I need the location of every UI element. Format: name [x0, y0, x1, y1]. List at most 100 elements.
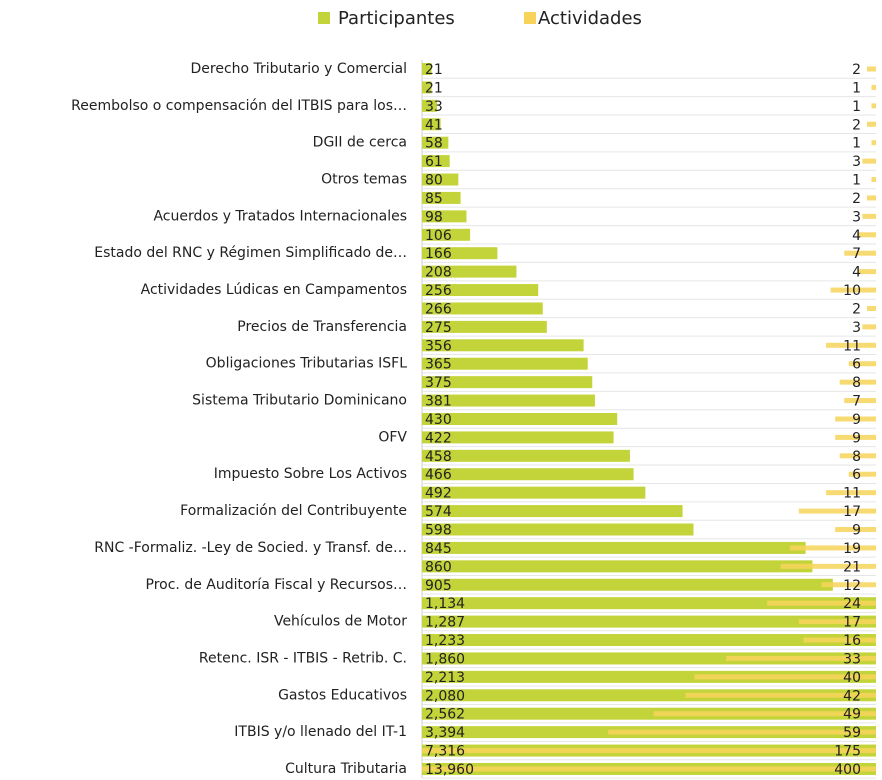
bar — [862, 213, 876, 219]
data-label: 106 — [425, 228, 452, 244]
data-label: 17 — [843, 504, 861, 520]
bar — [422, 155, 450, 168]
category-label: Actividades Lúdicas en Campamentos — [141, 282, 407, 298]
bar — [857, 269, 876, 275]
bar — [608, 729, 876, 735]
data-label: 208 — [425, 265, 452, 281]
bar — [422, 81, 432, 94]
legend-label: Actividades — [538, 8, 642, 29]
data-label: 7,316 — [425, 744, 465, 760]
bar — [826, 342, 876, 348]
bar — [422, 707, 876, 720]
category-label: ITBIS y/o llenado del IT-1 — [234, 724, 407, 740]
legend-swatch — [318, 12, 330, 24]
category-label: RNC -Formaliz. -Ley de Socied. y Transf.… — [94, 540, 407, 556]
data-label: 17 — [843, 615, 861, 631]
data-label: 266 — [425, 301, 452, 317]
bar — [866, 121, 876, 127]
bar — [803, 637, 876, 643]
bar — [871, 84, 876, 90]
data-label: 375 — [425, 375, 452, 391]
bar — [848, 361, 876, 367]
bar — [422, 247, 498, 260]
data-label: 598 — [425, 523, 452, 539]
plot-area — [422, 63, 876, 775]
data-label: 85 — [425, 191, 443, 207]
bar — [767, 600, 876, 606]
data-label: 49 — [843, 707, 861, 723]
data-label: 175 — [834, 744, 861, 760]
data-label: 1,287 — [425, 615, 465, 631]
data-label: 2 — [852, 301, 861, 317]
bar — [830, 287, 876, 293]
bar — [826, 490, 876, 496]
data-label: 1,233 — [425, 633, 465, 649]
data-label: 10 — [843, 283, 861, 299]
data-label: 24 — [843, 596, 861, 612]
data-label: 256 — [425, 283, 452, 299]
labels: Derecho Tributario y Comercial 21 221 1Reem… — [71, 61, 861, 778]
data-label: 13,960 — [425, 762, 474, 778]
bar — [422, 228, 471, 241]
data-label: 356 — [425, 338, 452, 354]
data-label: 16 — [843, 633, 861, 649]
row-grid — [421, 60, 876, 779]
data-label: 59 — [843, 725, 861, 741]
data-label: 6 — [852, 357, 861, 373]
data-label: 9 — [852, 430, 861, 446]
data-label: 905 — [425, 578, 452, 594]
bar — [422, 597, 876, 610]
data-label: 3,394 — [425, 725, 465, 741]
bar — [422, 320, 547, 333]
bar — [422, 523, 694, 536]
bar — [422, 136, 449, 149]
category-label: Impuesto Sobre Los Activos — [214, 466, 407, 482]
bar — [422, 689, 876, 702]
data-label: 9 — [852, 523, 861, 539]
bar — [835, 434, 876, 440]
bar — [422, 766, 876, 772]
category-label: Proc. de Auditoría Fiscal y Recursos… — [146, 577, 407, 593]
data-label: 1,860 — [425, 651, 465, 667]
data-label: 40 — [843, 670, 861, 686]
bar — [422, 615, 876, 628]
data-label: 3 — [852, 154, 861, 170]
bar — [798, 619, 876, 625]
bar — [862, 158, 876, 164]
data-label: 80 — [425, 173, 443, 189]
bar — [422, 173, 459, 186]
data-label: 1,134 — [425, 596, 465, 612]
data-label: 33 — [425, 99, 443, 115]
category-label: Vehículos de Motor — [274, 614, 407, 630]
data-label: 7 — [852, 246, 861, 262]
data-label: 21 — [843, 559, 861, 575]
category-label: Retenc. ISR - ITBIS - Retrib. C. — [199, 650, 407, 666]
category-label: Acuerdos y Tratados Internacionales — [153, 208, 407, 224]
data-label: 4 — [852, 265, 861, 281]
bar — [862, 324, 876, 330]
data-label: 430 — [425, 412, 452, 428]
bar — [422, 468, 634, 481]
category-label: OFV — [378, 429, 407, 445]
data-label: 98 — [425, 209, 443, 225]
data-label: 3 — [852, 320, 861, 336]
bar — [422, 486, 646, 499]
bar — [726, 655, 876, 661]
data-label: 58 — [425, 136, 443, 152]
bar — [848, 471, 876, 477]
data-label: 2,562 — [425, 707, 465, 723]
data-label: 6 — [852, 467, 861, 483]
data-label: 11 — [843, 486, 861, 502]
category-label: Estado del RNC y Régimen Simplificado de… — [94, 245, 407, 261]
data-label: 400 — [834, 762, 861, 778]
bar — [789, 545, 876, 551]
bar — [871, 177, 876, 183]
data-label: 1 — [852, 136, 861, 152]
data-label: 422 — [425, 430, 452, 446]
bar — [871, 140, 876, 146]
bar — [422, 431, 614, 444]
data-label: 381 — [425, 394, 452, 410]
bar — [422, 560, 813, 573]
bar — [685, 692, 876, 698]
bar — [839, 453, 876, 459]
